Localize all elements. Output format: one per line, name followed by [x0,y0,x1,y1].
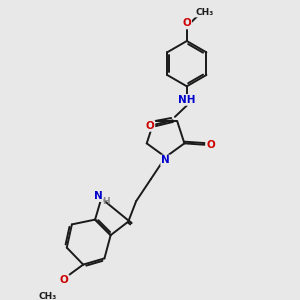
Text: CH₃: CH₃ [195,8,214,16]
Text: O: O [182,19,191,28]
Text: O: O [146,121,154,131]
Text: N: N [94,191,103,201]
Text: CH₃: CH₃ [38,292,56,300]
Text: O: O [60,275,69,285]
Text: H: H [103,197,110,206]
Text: O: O [206,140,215,150]
Text: N: N [161,155,170,165]
Text: NH: NH [178,95,196,105]
